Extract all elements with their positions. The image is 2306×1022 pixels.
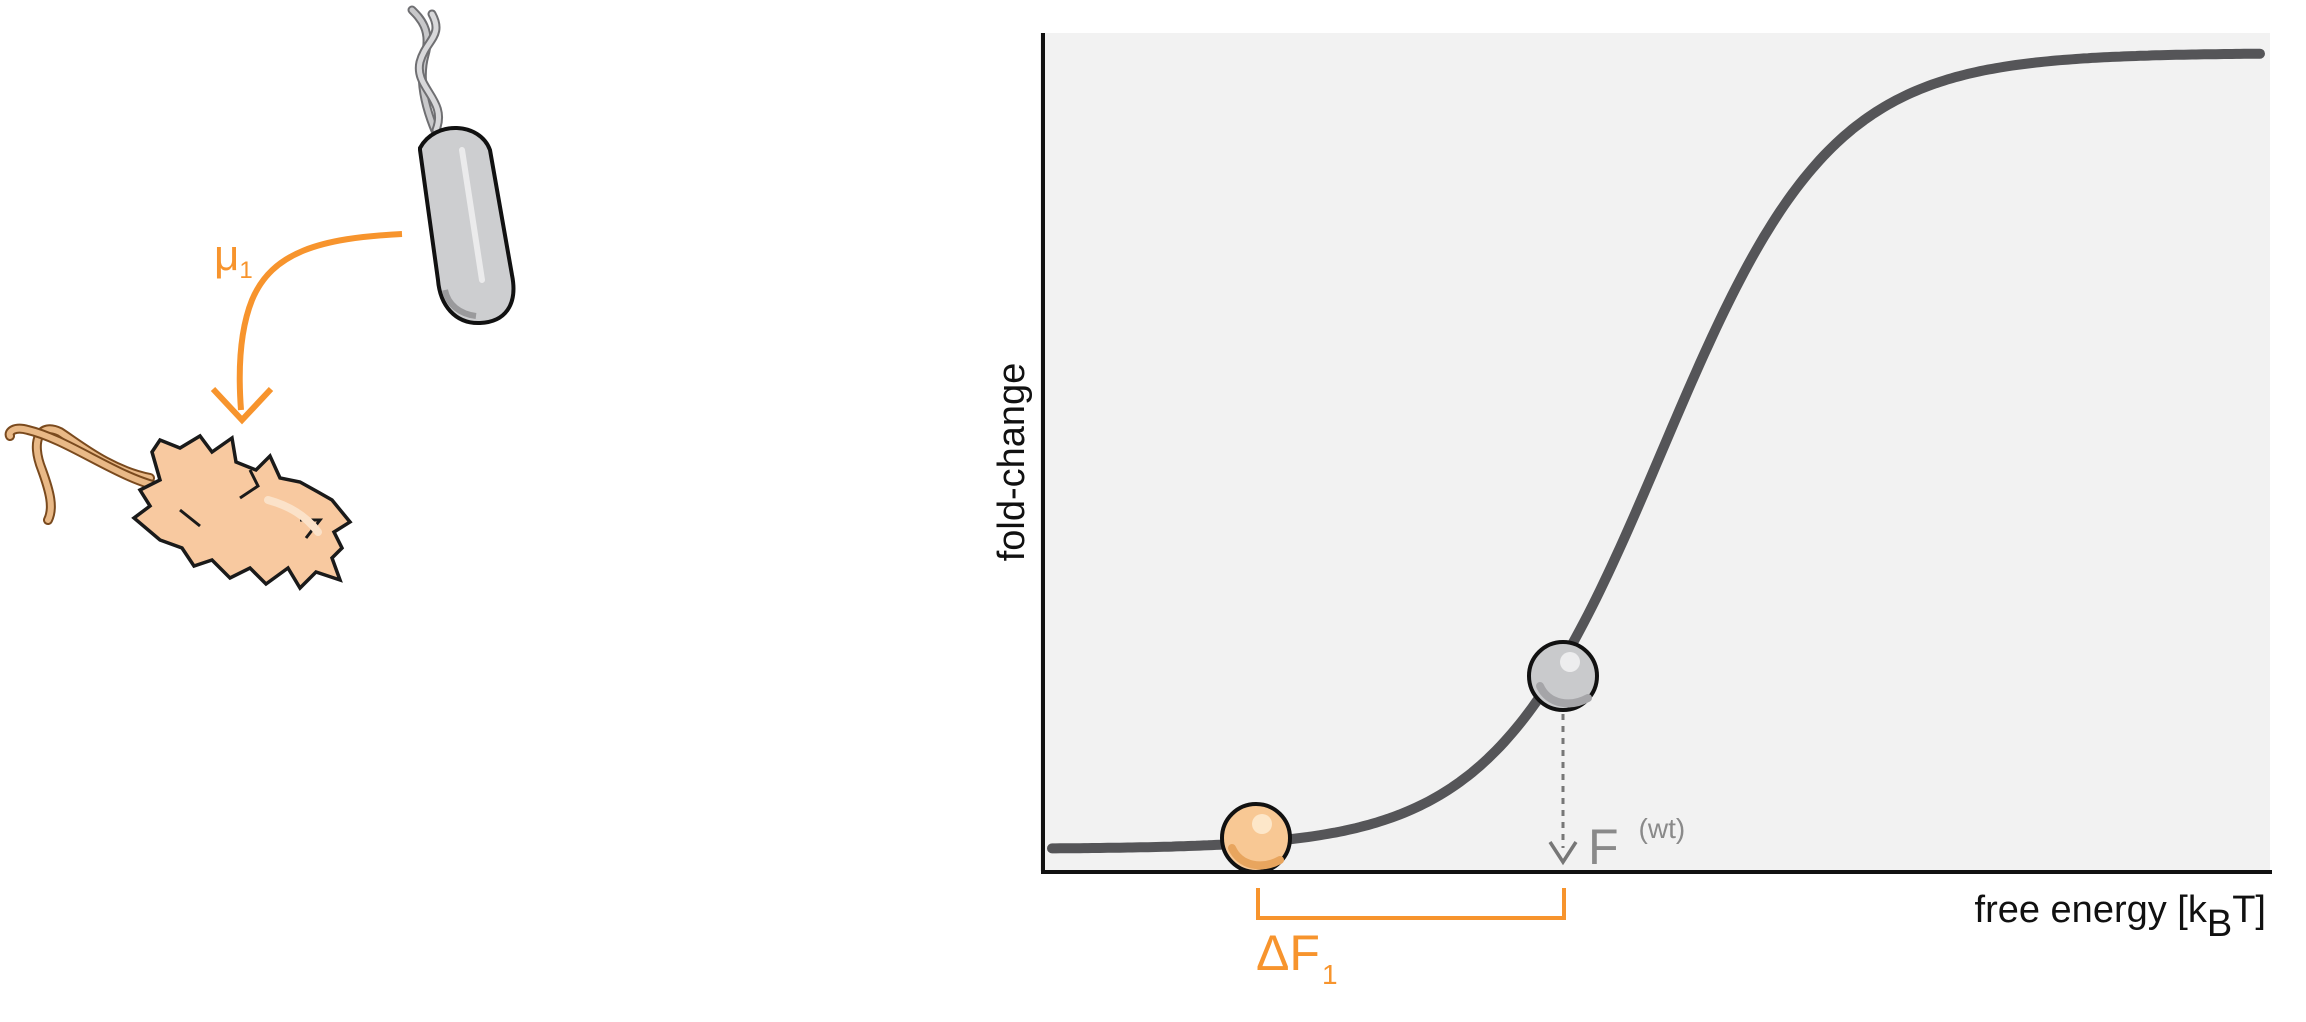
mutation-label: μ1 xyxy=(214,231,253,284)
mutant-point xyxy=(1220,802,1292,874)
x-axis-label: free energy [kBT] xyxy=(1975,889,2266,945)
fold-change-chart: fold-change free energy [kBT] F (wt) ΔF1 xyxy=(991,33,2272,990)
wildtype-bacterium-icon xyxy=(407,5,516,326)
wildtype-point xyxy=(1527,640,1599,712)
wt-projection-arrowhead xyxy=(1548,841,1578,866)
mutation-arrow xyxy=(236,231,403,411)
plot-area xyxy=(1040,33,2270,871)
wt-energy-label: F (wt) xyxy=(1588,813,1685,875)
delta-f-bracket xyxy=(1256,888,1566,920)
delta-f-label: ΔF1 xyxy=(1256,925,1338,990)
mutation-arrowhead xyxy=(210,386,274,425)
mutation-illustration: μ1 xyxy=(4,5,516,591)
mutant-bacterium-icon xyxy=(4,423,353,591)
y-axis-label: fold-change xyxy=(991,363,1033,562)
